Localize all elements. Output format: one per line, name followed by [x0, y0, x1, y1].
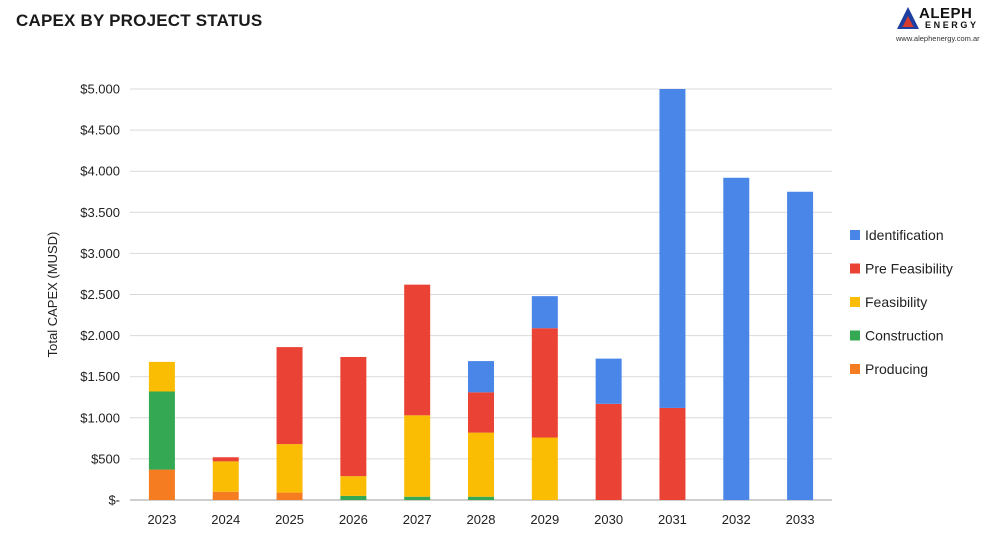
bar-segment-pre-feasibility	[212, 457, 239, 462]
y-axis-ticks: $- $500 $1.000 $1.500 $2.000 $2.500 $3.000 $3.5…	[80, 82, 120, 508]
bar-segment-pre-feasibility	[659, 407, 686, 500]
bar-segment-construction	[404, 496, 431, 500]
bar-segment-feasibility	[340, 476, 367, 496]
bar-segment-feasibility	[468, 432, 494, 497]
bar-segment-pre-feasibility	[276, 347, 303, 445]
bar-stack-2024	[212, 457, 239, 500]
legend: Identification Pre Feasibility Feasibility…	[850, 227, 953, 377]
x-axis-ticks: 2023 2024 2025 2026 2027 2028 2029 2030 2031 2032…	[147, 512, 814, 527]
y-tick-label: $4.500	[80, 123, 120, 138]
y-tick-label: $500	[91, 451, 120, 466]
legend-label: Pre Feasibility	[865, 261, 953, 277]
y-tick-label: $-	[108, 493, 120, 508]
y-tick-label: $2.500	[80, 287, 120, 302]
x-tick-label: 2032	[722, 512, 751, 527]
y-tick-label: $1.500	[80, 369, 120, 384]
bar-segment-pre-feasibility	[340, 356, 367, 477]
y-tick-label: $3.000	[80, 246, 120, 261]
bar-segment-construction	[148, 391, 175, 470]
legend-swatch	[850, 263, 860, 274]
legend-item-construction: Construction	[850, 328, 944, 344]
bar-segment-construction	[340, 495, 367, 500]
bar-segment-feasibility	[531, 437, 558, 500]
bar-segment-identification	[531, 296, 558, 329]
x-tick-label: 2023	[147, 512, 176, 527]
bar-segment-identification	[468, 361, 494, 393]
y-tick-label: $2.000	[80, 328, 120, 343]
bar-stack-2033	[787, 191, 814, 500]
bar-segment-producing	[148, 469, 175, 500]
bar-segment-identification	[787, 191, 814, 500]
bar-segment-identification	[595, 358, 622, 404]
legend-item-feasibility: Feasibility	[850, 294, 927, 310]
legend-swatch	[850, 364, 860, 374]
bar-segment-feasibility	[148, 361, 175, 392]
brand-logo: ALEPH ENERGY www.alephenergy.com.ar	[892, 4, 992, 44]
x-tick-label: 2026	[339, 512, 368, 527]
bar-segment-pre-feasibility	[595, 403, 622, 500]
bar-stack-2028	[468, 361, 494, 500]
x-tick-label: 2029	[530, 512, 559, 527]
legend-item-identification: Identification	[850, 227, 944, 243]
bar-segment-pre-feasibility	[531, 328, 558, 438]
bar-segment-identification	[723, 177, 750, 500]
page-title: CAPEX BY PROJECT STATUS	[16, 11, 263, 30]
legend-swatch	[850, 230, 860, 240]
legend-item-producing: Producing	[850, 361, 928, 377]
legend-label: Construction	[865, 328, 944, 344]
bar-stack-2029	[531, 296, 558, 500]
y-axis-title: Total CAPEX (MUSD)	[45, 232, 60, 358]
bar-stack-2023	[148, 361, 175, 500]
x-tick-label: 2024	[211, 512, 240, 527]
y-tick-label: $3.500	[80, 205, 120, 220]
brand-name: ALEPH	[919, 5, 973, 22]
bar-segment-producing	[212, 491, 239, 500]
gridlines	[130, 88, 832, 501]
x-tick-label: 2033	[786, 512, 815, 527]
bar-stack-2025	[276, 347, 303, 500]
bar-stack-2032	[723, 177, 750, 500]
legend-swatch	[850, 330, 860, 341]
bar-stack-2030	[595, 358, 622, 500]
x-tick-label: 2027	[403, 512, 432, 527]
y-tick-label: $4.000	[80, 164, 120, 179]
x-tick-label: 2030	[594, 512, 623, 527]
bar-stack-2026	[340, 356, 367, 500]
y-tick-label: $5.000	[80, 82, 120, 97]
bar-segment-identification	[659, 89, 686, 408]
legend-label: Identification	[865, 227, 944, 243]
bar-segment-feasibility	[212, 461, 239, 492]
bar-segment-feasibility	[276, 444, 303, 493]
x-tick-label: 2028	[467, 512, 496, 527]
brand-url: www.alephenergy.com.ar	[896, 34, 980, 43]
x-tick-label: 2025	[275, 512, 304, 527]
bar-segment-pre-feasibility	[468, 392, 494, 433]
y-tick-label: $1.000	[80, 410, 120, 425]
bar-stack-2031	[659, 89, 686, 500]
bar-stack-2027	[404, 284, 431, 500]
bar-stacks	[148, 89, 814, 500]
bar-segment-producing	[276, 492, 303, 500]
legend-item-pre-feasibility: Pre Feasibility	[850, 261, 953, 277]
bar-segment-pre-feasibility	[404, 284, 431, 416]
aleph-triangle-icon	[897, 7, 919, 29]
bar-segment-feasibility	[404, 415, 431, 497]
brand-subtitle: ENERGY	[925, 20, 979, 30]
bar-segment-construction	[468, 496, 494, 500]
legend-label: Producing	[865, 361, 928, 377]
legend-label: Feasibility	[865, 294, 927, 310]
x-tick-label: 2031	[658, 512, 687, 527]
legend-swatch	[850, 297, 860, 307]
